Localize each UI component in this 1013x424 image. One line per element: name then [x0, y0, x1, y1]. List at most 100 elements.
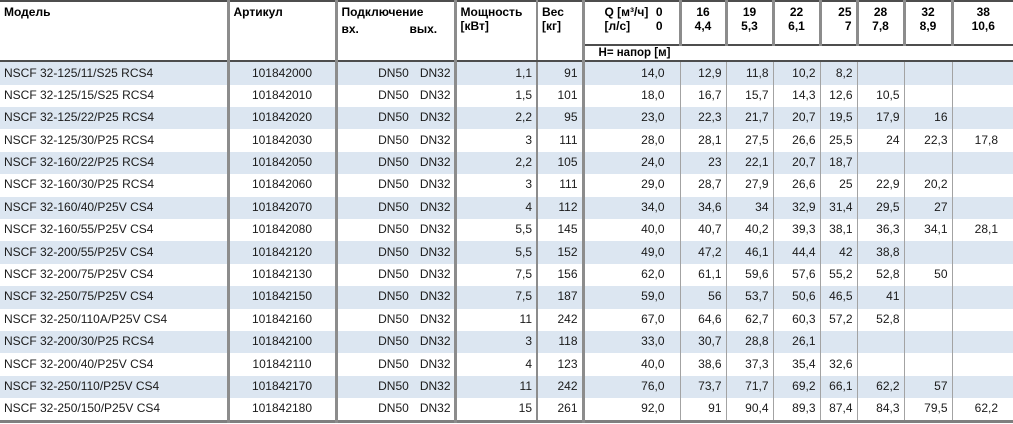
cell-outlet: DN32 — [419, 65, 451, 80]
cell-article: 101842100 — [226, 330, 336, 354]
cell-model: NSCF 32-250/110/P25V CS4 — [4, 378, 160, 393]
cell-model: NSCF 32-200/75/P25V CS4 — [4, 267, 154, 282]
cell-head-q3: 10,2 — [772, 61, 821, 85]
cell-power: 4 — [453, 353, 538, 376]
cell-power: 3 — [453, 174, 538, 197]
cell-head-q2: 46,1 — [725, 241, 774, 264]
cell-head-q3: 32,9 — [772, 196, 821, 219]
cell-article: 101842020 — [226, 107, 336, 130]
table-row: NSCF 32-160/40/P25V CS4 101842070 DN50 DN32… — [0, 196, 1013, 219]
cell-head-q4: 32,6 — [819, 353, 858, 376]
q22-m3h: 22 — [789, 5, 804, 19]
cell-head-q4: 12,6 — [819, 84, 858, 107]
cell-head-q7 — [951, 263, 1013, 287]
cell-power: 5,5 — [453, 218, 538, 242]
q32-ls: 8,9 — [919, 18, 937, 33]
cell-power: 7,5 — [453, 286, 538, 309]
cell-outlet: DN32 — [419, 378, 451, 393]
cell-head-q0: 24,0 — [581, 151, 681, 175]
cell-inlet: DN50 — [378, 244, 409, 259]
cell-head-q6 — [903, 241, 953, 264]
cell-weight: 118 — [536, 330, 584, 354]
cell-head-q6 — [903, 151, 953, 175]
header-row-main: Модель Артикул Подключение вх. вых. Мощн… — [0, 1, 1013, 63]
cell-head-q3: 26,1 — [772, 330, 821, 354]
cell-weight: 111 — [536, 129, 584, 152]
cell-head-q0: 33,0 — [581, 330, 681, 354]
cell-head-q7 — [951, 151, 1013, 175]
cell-model: NSCF 32-125/22/P25 RCS4 — [4, 110, 155, 125]
q16-ls: 4,4 — [694, 18, 712, 33]
cell-head-q0: 29,0 — [581, 174, 681, 197]
cell-head-q4: 25,5 — [819, 129, 858, 152]
cell-inlet: DN50 — [378, 334, 409, 349]
cell-head-q1: 56 — [679, 286, 727, 309]
col-header-power: Мощность [кВт] — [453, 1, 538, 63]
cell-inlet: DN50 — [378, 356, 409, 371]
cell-weight: 112 — [536, 196, 584, 219]
cell-connection: DN50 DN32 — [334, 61, 456, 85]
q19-m3h: 19 — [742, 5, 757, 19]
table-row: NSCF 32-125/11/S25 RCS4 101842000 DN50 DN32… — [0, 61, 1013, 85]
cell-head-q6: 16 — [903, 107, 953, 130]
cell-head-q2: 22,1 — [725, 151, 774, 175]
col-header-model: Модель — [0, 1, 228, 63]
cell-head-q3: 26,6 — [772, 129, 821, 152]
cell-weight: 123 — [536, 353, 584, 376]
cell-model: NSCF 32-250/110A/P25V CS4 — [4, 311, 168, 326]
cell-head-q5: 38,8 — [856, 241, 905, 264]
cell-head-q3: 50,6 — [772, 286, 821, 309]
cell-head-q5: 29,5 — [856, 196, 905, 219]
cell-head-q2: 15,7 — [725, 84, 774, 107]
table-row: NSCF 32-125/30/P25 RCS4 101842030 DN50 DN32… — [0, 129, 1013, 152]
cell-inlet: DN50 — [378, 87, 409, 102]
cell-head-q2: 27,5 — [725, 129, 774, 152]
cell-head-q7 — [951, 308, 1013, 331]
cell-outlet: DN32 — [419, 334, 451, 349]
cell-outlet: DN32 — [419, 87, 451, 102]
cell-weight: 145 — [536, 218, 584, 242]
cell-outlet: DN32 — [419, 155, 451, 170]
cell-inlet: DN50 — [378, 311, 409, 326]
col-header-power-line2: [кВт] — [460, 18, 489, 33]
cell-outlet: DN32 — [419, 289, 451, 304]
cell-head-q1: 23 — [679, 151, 727, 175]
cell-article: 101842080 — [226, 218, 336, 242]
q-zero-m3h: 0 — [655, 5, 663, 19]
cell-head-q7: 17,8 — [951, 129, 1013, 152]
cell-head-q4: 25 — [819, 174, 858, 197]
cell-head-q4: 66,1 — [819, 375, 858, 399]
cell-head-q4 — [819, 330, 858, 354]
cell-model: NSCF 32-160/22/P25 RCS4 — [4, 155, 155, 170]
cell-head-q0: 92,0 — [581, 398, 681, 422]
cell-model: NSCF 32-125/30/P25 RCS4 — [4, 132, 155, 147]
cell-head-q6 — [903, 286, 953, 309]
cell-head-q0: 62,0 — [581, 263, 681, 287]
table-row: NSCF 32-125/22/P25 RCS4 101842020 DN50 DN32… — [0, 107, 1013, 130]
cell-connection: DN50 DN32 — [334, 218, 456, 242]
cell-outlet: DN32 — [419, 132, 451, 147]
table-body: NSCF 32-125/11/S25 RCS4 101842000 DN50 DN32… — [0, 61, 1013, 422]
cell-head-q2: 34 — [725, 196, 774, 219]
cell-power: 3 — [453, 129, 538, 152]
cell-head-q1: 34,6 — [679, 196, 727, 219]
col-header-connection-sub: вх. вых. — [342, 20, 454, 37]
cell-head-q3: 44,4 — [772, 241, 821, 264]
q25-m3h: 25 — [838, 5, 852, 19]
cell-head-q7 — [951, 375, 1013, 399]
cell-article: 101842120 — [226, 241, 336, 264]
cell-weight: 105 — [536, 151, 584, 175]
q28-m3h: 28 — [873, 5, 888, 19]
cell-power: 7,5 — [453, 263, 538, 287]
cell-connection: DN50 DN32 — [334, 107, 456, 130]
cell-power: 11 — [453, 308, 538, 331]
cell-outlet: DN32 — [419, 267, 451, 282]
q38-ls: 10,6 — [971, 18, 995, 33]
cell-head-q1: 16,7 — [679, 84, 727, 107]
cell-head-q1: 91 — [679, 398, 727, 422]
table-row: NSCF 32-250/110A/P25V CS4 101842160 DN50 DN… — [0, 308, 1013, 331]
cell-head-q6: 79,5 — [903, 398, 953, 422]
cell-connection: DN50 DN32 — [334, 398, 456, 422]
cell-article: 101842000 — [226, 61, 336, 85]
